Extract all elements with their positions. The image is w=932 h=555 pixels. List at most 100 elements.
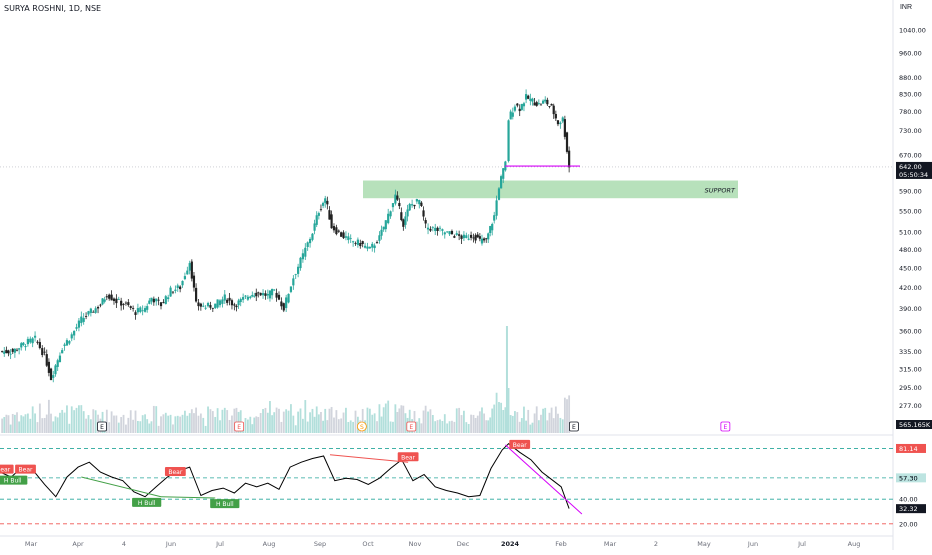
- price-axis-label: 277.00: [899, 402, 922, 410]
- candle-body: [204, 307, 207, 309]
- volume-bar: [115, 415, 118, 433]
- candle-body: [359, 243, 362, 247]
- volume-bar: [535, 406, 538, 433]
- volume-bar: [467, 423, 470, 433]
- volume-bar: [152, 405, 155, 433]
- volume-bar: [202, 417, 205, 433]
- volume-bar: [418, 418, 421, 433]
- candle-body: [211, 307, 214, 309]
- candle-body: [340, 232, 343, 237]
- candle-body: [297, 266, 300, 274]
- volume-bar: [516, 412, 519, 433]
- event-marker: [97, 421, 107, 432]
- volume-bar: [174, 416, 177, 433]
- candle-body: [474, 235, 477, 241]
- volume-bar: [458, 407, 461, 433]
- volume-bar: [304, 400, 307, 433]
- volume-bar: [45, 414, 48, 433]
- candle-body: [101, 298, 104, 305]
- volume-bar: [113, 415, 115, 433]
- volume-bar: [529, 424, 532, 433]
- candle-body: [105, 296, 108, 298]
- volume-bar: [389, 421, 392, 433]
- volume-bar: [5, 414, 8, 433]
- candle-body: [169, 287, 172, 297]
- candle-body: [115, 298, 118, 304]
- candle-body: [214, 303, 217, 309]
- volume-bar: [285, 409, 288, 433]
- signal-label: H Bull: [4, 478, 22, 485]
- volume-bar: [132, 419, 135, 433]
- candle-body: [56, 360, 59, 367]
- candle-body: [171, 291, 175, 293]
- volume-bar: [566, 399, 568, 433]
- divergence-line: [329, 454, 409, 463]
- volume-bar: [502, 409, 505, 433]
- volume-bar: [70, 406, 73, 433]
- volume-bar: [380, 416, 383, 433]
- volume-bar: [491, 408, 494, 433]
- candle-body: [450, 230, 454, 235]
- volume-bar: [483, 413, 486, 433]
- volume-bar: [266, 412, 269, 433]
- volume-bar: [179, 416, 182, 433]
- volume-bar: [223, 407, 226, 433]
- volume-bar: [394, 404, 397, 433]
- candle-body: [352, 241, 355, 243]
- currency-label: INR: [899, 4, 912, 11]
- candle-body: [143, 308, 147, 312]
- volume-bar: [61, 409, 64, 433]
- candle-body: [136, 308, 139, 313]
- price-axis-label: 315.00: [899, 365, 922, 373]
- rsi-line: [0, 443, 570, 509]
- candle-body: [443, 232, 446, 235]
- event-marker-label: E: [409, 424, 413, 431]
- volume-bar: [368, 408, 371, 433]
- time-axis-label: 2: [654, 540, 658, 548]
- candle-body: [63, 344, 66, 346]
- volume-bar: [340, 418, 343, 433]
- candle-body: [129, 306, 132, 308]
- candle-body: [61, 350, 64, 354]
- price-axis-label: 550.00: [899, 207, 922, 215]
- candle-body: [289, 286, 293, 292]
- candle-body: [148, 300, 151, 304]
- candle-body: [120, 300, 123, 306]
- volume-bar: [478, 411, 481, 433]
- candle-body: [467, 238, 470, 240]
- volume-bar: [431, 415, 434, 433]
- time-axis-label: 4: [122, 540, 126, 548]
- candle-body: [436, 227, 439, 231]
- candle-body: [84, 316, 88, 317]
- volume-bar: [269, 401, 271, 433]
- rsi-axis-label: 57.30: [899, 474, 918, 482]
- candle-body: [398, 202, 401, 207]
- candle-body: [264, 293, 267, 296]
- candle-body: [304, 247, 307, 257]
- volume-bar: [226, 410, 229, 433]
- candle-body: [127, 302, 130, 306]
- volume-bar: [402, 405, 405, 433]
- candle-body: [485, 238, 488, 240]
- candle-body: [332, 226, 336, 231]
- candle-body: [92, 311, 95, 313]
- volume-bar: [434, 421, 437, 433]
- volume-bar: [345, 407, 347, 433]
- candle-body: [375, 242, 379, 244]
- candle-body: [209, 305, 212, 308]
- volume-bar: [495, 392, 498, 433]
- candle-body: [382, 226, 385, 230]
- event-marker-label: E: [237, 424, 241, 431]
- volume-bar: [262, 409, 264, 433]
- volume-bar: [550, 407, 553, 433]
- volume-bar: [317, 414, 320, 433]
- candle-body: [561, 117, 564, 122]
- price-axis-label: 295.00: [899, 384, 922, 392]
- candle-body: [3, 351, 6, 354]
- rsi-axis-label: 20.00: [899, 520, 918, 528]
- price-axis-label: 510.00: [899, 229, 922, 237]
- volume-bar: [309, 412, 311, 433]
- candle-body: [139, 307, 142, 312]
